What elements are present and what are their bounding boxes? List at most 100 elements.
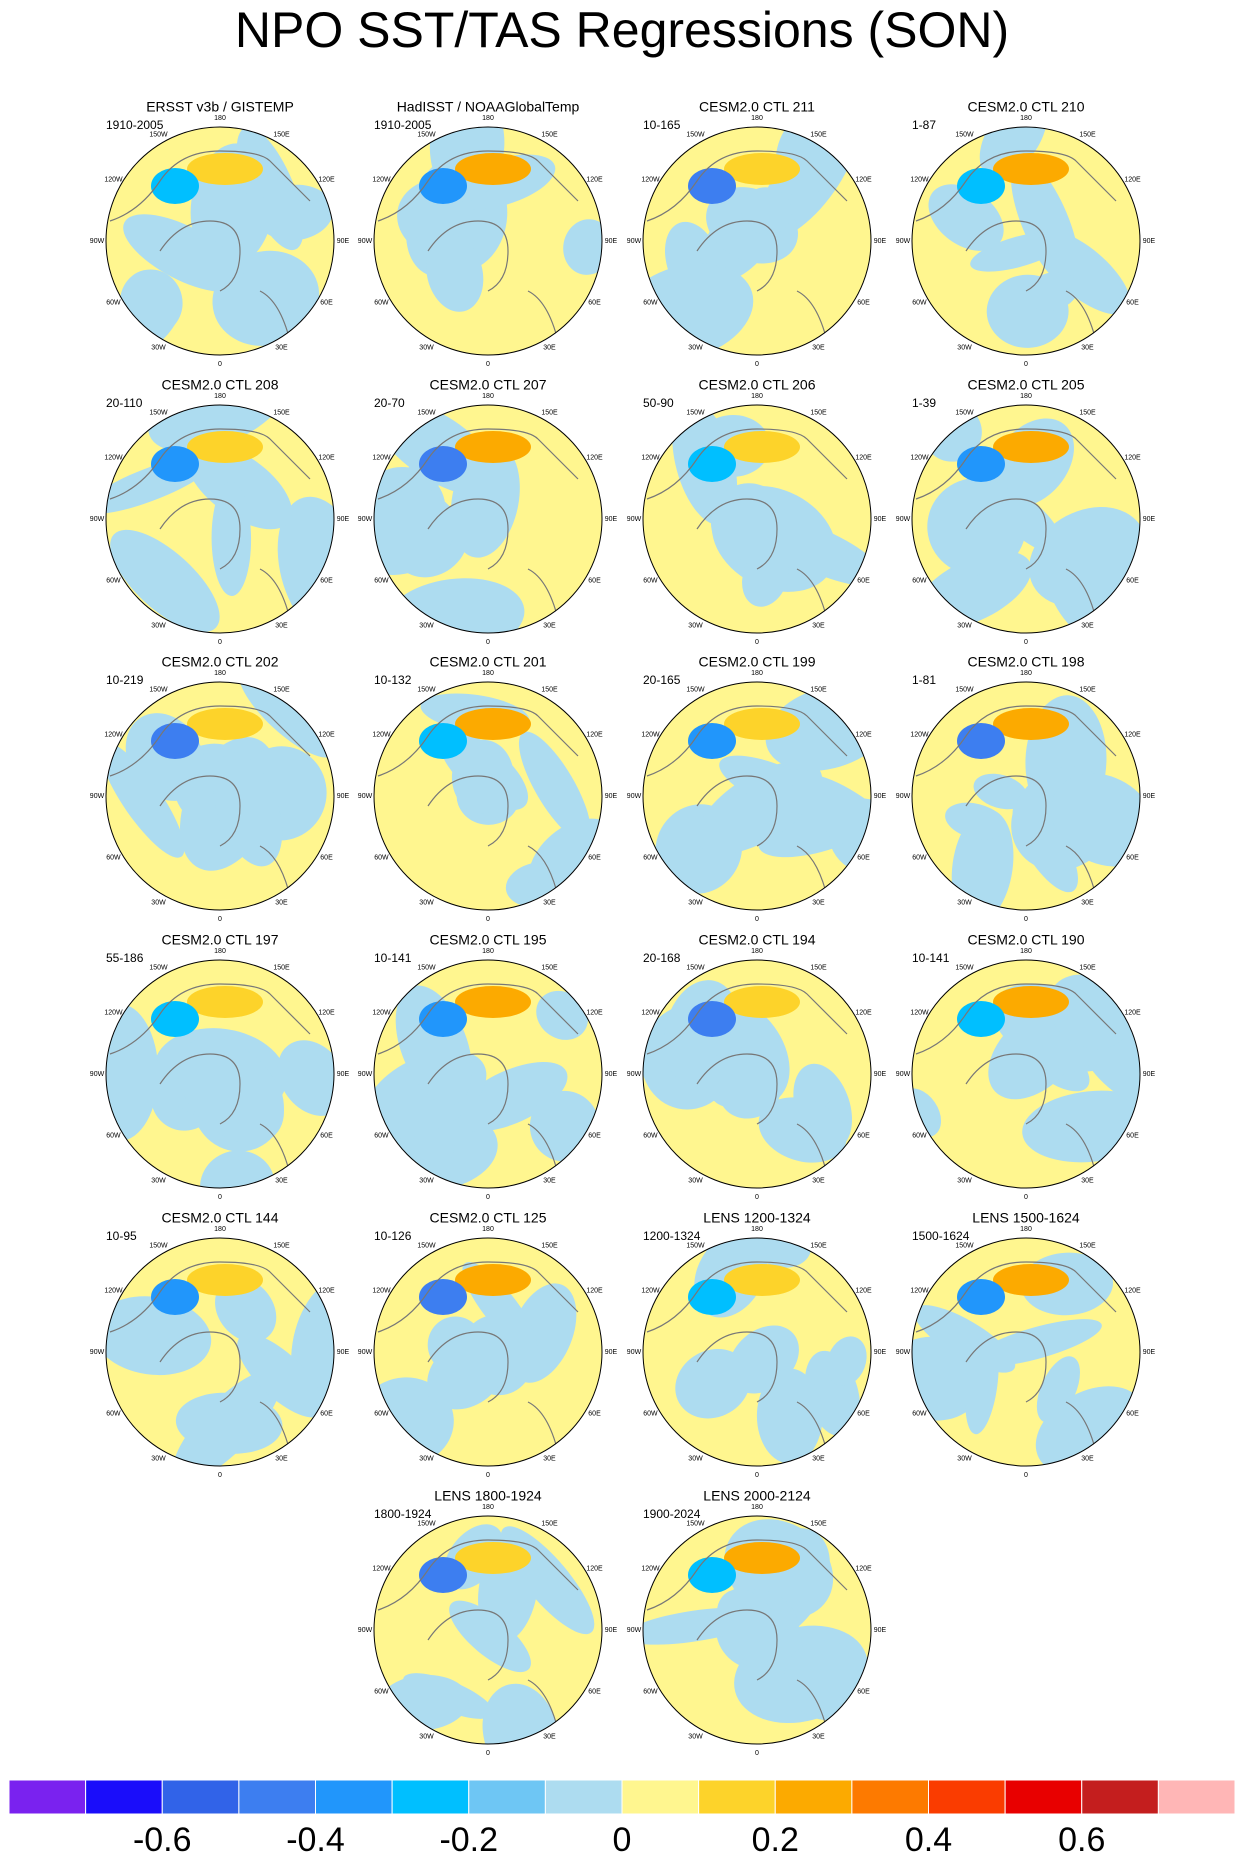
field — [106, 960, 334, 1188]
longitude-label: 60E — [588, 1688, 601, 1695]
panel-period: 10-141 — [912, 951, 950, 965]
longitude-label: 30W — [957, 622, 972, 629]
map-border — [911, 1237, 1141, 1467]
field-patch — [716, 1589, 781, 1664]
longitude-label: 30W — [688, 1455, 703, 1462]
colorbar-label: 0.2 — [752, 1821, 799, 1859]
colorbar-box — [928, 1779, 1006, 1815]
panel-title: CESM2.0 CTL 197 — [162, 932, 279, 948]
longitude-label: 30E — [275, 1455, 288, 1462]
map-panel: CESM2.0 CTL 198 1-81 180 150E 120E 90E 60E 30E 0… — [896, 654, 1156, 923]
panel-title: CESM2.0 CTL 190 — [968, 932, 1085, 948]
field-patch — [741, 187, 792, 235]
longitude-label: 30W — [151, 344, 166, 351]
field-patch — [106, 1296, 212, 1376]
longitude-label: 150E — [1079, 131, 1096, 138]
field-patch — [724, 153, 800, 185]
field-patch — [742, 546, 789, 607]
field-patch — [945, 802, 1006, 840]
colorbar-box — [315, 1779, 393, 1815]
field-patch — [187, 986, 263, 1018]
field — [106, 127, 334, 355]
longitude-label: 30W — [419, 899, 434, 906]
longitude-label: 180 — [751, 115, 763, 122]
field — [912, 960, 1140, 1188]
longitude-label: 120E — [855, 1287, 872, 1294]
longitude-label: 0 — [486, 639, 490, 646]
longitude-label: 150W — [149, 686, 168, 693]
longitude-label: 30W — [688, 344, 703, 351]
panel-period: 1910-2005 — [106, 118, 164, 132]
longitude-label: 150W — [149, 409, 168, 416]
longitude-label: 90W — [627, 1349, 642, 1356]
panel-title: HadISST / NOAAGlobalTemp — [397, 99, 580, 115]
field — [643, 1516, 871, 1744]
panel-period: 55-186 — [106, 951, 144, 965]
field — [643, 682, 871, 910]
figure-title: NPO SST/TAS Regressions (SON) — [235, 2, 1009, 58]
field-patch — [419, 723, 467, 759]
longitude-label: 30E — [275, 899, 288, 906]
longitude-label: 120W — [372, 176, 391, 183]
map-panel: CESM2.0 CTL 195 10-141 180 150E 120E 90E 60E 30… — [358, 932, 618, 1201]
longitude-label: 60E — [320, 577, 333, 584]
longitude-label: 60W — [912, 577, 927, 584]
longitude-label: 60W — [106, 1132, 121, 1139]
field — [912, 405, 1140, 633]
longitude-label: 90E — [337, 1071, 350, 1078]
longitude-label: 30W — [957, 344, 972, 351]
longitude-label: 180 — [482, 115, 494, 122]
longitude-label: 90W — [90, 1071, 105, 1078]
longitude-label: 60E — [857, 1688, 870, 1695]
longitude-label: 30W — [151, 622, 166, 629]
longitude-label: 120W — [104, 731, 123, 738]
longitude-label: 120E — [855, 176, 872, 183]
longitude-label: 150W — [686, 131, 705, 138]
longitude-label: 90E — [874, 1627, 887, 1634]
longitude-label: 0 — [755, 1472, 759, 1479]
longitude-label: 60E — [1126, 299, 1139, 306]
map-border — [642, 681, 872, 911]
longitude-label: 90E — [605, 1349, 618, 1356]
longitude-label: 60W — [643, 1688, 658, 1695]
longitude-label: 60W — [643, 1132, 658, 1139]
longitude-label: 90E — [605, 238, 618, 245]
longitude-label: 30E — [543, 899, 556, 906]
map-border — [105, 959, 335, 1189]
colorbar-box — [85, 1779, 163, 1815]
longitude-label: 60E — [588, 577, 601, 584]
colorbar-box — [468, 1779, 546, 1815]
field-patch — [151, 446, 199, 482]
longitude-label: 60W — [643, 577, 658, 584]
field-patch — [187, 708, 263, 740]
colorbar-box — [8, 1779, 87, 1815]
field — [643, 960, 871, 1188]
map-border — [105, 681, 335, 911]
colorbar-label: 0.4 — [905, 1821, 952, 1859]
longitude-label: 90W — [90, 1349, 105, 1356]
longitude-label: 30E — [812, 344, 825, 351]
map-panel: CESM2.0 CTL 202 10-219 180 150E 120E 90E 60E 30… — [90, 654, 350, 923]
longitude-label: 90E — [1143, 1071, 1156, 1078]
field-patch — [993, 986, 1069, 1018]
longitude-label: 150W — [149, 131, 168, 138]
field-patch — [688, 446, 736, 482]
colorbar-label: 0 — [613, 1821, 632, 1859]
longitude-label: 30E — [543, 622, 556, 629]
longitude-label: 30E — [1081, 344, 1094, 351]
longitude-label: 60E — [588, 299, 601, 306]
panel-period: 10-165 — [643, 118, 681, 132]
panel-title: ERSST v3b / GISTEMP — [146, 99, 294, 115]
panel-period: 1200-1324 — [643, 1229, 701, 1243]
longitude-label: 60W — [912, 1132, 927, 1139]
longitude-label: 60E — [320, 854, 333, 861]
map-border — [373, 1515, 603, 1745]
longitude-label: 120E — [586, 731, 603, 738]
longitude-label: 0 — [218, 639, 222, 646]
longitude-label: 120W — [104, 1287, 123, 1294]
panel-title: CESM2.0 CTL 201 — [430, 654, 547, 670]
field-patch — [724, 1542, 800, 1574]
panel-period: 1800-1924 — [374, 1507, 432, 1521]
longitude-label: 0 — [755, 639, 759, 646]
